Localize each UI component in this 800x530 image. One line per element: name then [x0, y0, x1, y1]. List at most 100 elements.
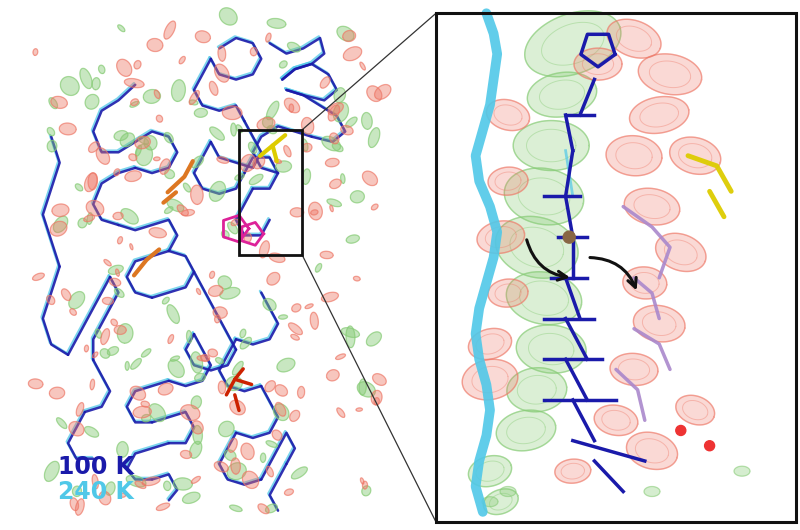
- Polygon shape: [101, 329, 110, 345]
- Polygon shape: [135, 481, 146, 489]
- Polygon shape: [630, 96, 689, 134]
- Polygon shape: [167, 305, 179, 323]
- Polygon shape: [270, 253, 285, 262]
- Polygon shape: [102, 297, 114, 305]
- Polygon shape: [210, 271, 214, 278]
- Polygon shape: [309, 202, 322, 220]
- Polygon shape: [574, 48, 622, 80]
- Polygon shape: [607, 19, 661, 58]
- Polygon shape: [183, 183, 190, 192]
- Polygon shape: [50, 387, 65, 399]
- Polygon shape: [606, 136, 662, 176]
- Polygon shape: [274, 404, 289, 420]
- Polygon shape: [267, 126, 277, 134]
- Polygon shape: [514, 120, 589, 171]
- Polygon shape: [107, 347, 118, 355]
- Polygon shape: [507, 368, 566, 412]
- Polygon shape: [302, 118, 314, 134]
- Polygon shape: [266, 441, 278, 447]
- Polygon shape: [142, 349, 151, 357]
- Polygon shape: [322, 136, 341, 151]
- Polygon shape: [360, 478, 364, 484]
- Polygon shape: [231, 458, 240, 474]
- Polygon shape: [208, 349, 218, 357]
- Polygon shape: [257, 118, 275, 130]
- Polygon shape: [33, 273, 44, 280]
- Polygon shape: [289, 323, 302, 334]
- Polygon shape: [341, 174, 345, 183]
- Polygon shape: [52, 204, 69, 217]
- Polygon shape: [279, 61, 287, 68]
- Polygon shape: [289, 104, 294, 112]
- Polygon shape: [124, 78, 144, 88]
- Polygon shape: [555, 459, 590, 483]
- Polygon shape: [46, 295, 54, 304]
- Polygon shape: [488, 279, 528, 307]
- Polygon shape: [218, 421, 234, 437]
- Polygon shape: [214, 64, 229, 82]
- Polygon shape: [275, 402, 286, 416]
- Polygon shape: [125, 171, 142, 181]
- Polygon shape: [92, 474, 98, 489]
- Polygon shape: [488, 167, 528, 195]
- Polygon shape: [218, 46, 226, 61]
- Polygon shape: [290, 208, 304, 217]
- Polygon shape: [371, 204, 378, 210]
- Polygon shape: [120, 133, 134, 147]
- Polygon shape: [638, 54, 702, 95]
- Polygon shape: [86, 200, 104, 216]
- Polygon shape: [226, 376, 242, 391]
- Polygon shape: [133, 407, 151, 418]
- Polygon shape: [210, 127, 224, 140]
- Polygon shape: [210, 81, 218, 95]
- Polygon shape: [125, 361, 130, 370]
- Polygon shape: [186, 331, 192, 343]
- Polygon shape: [362, 486, 371, 496]
- Polygon shape: [118, 493, 126, 497]
- Polygon shape: [210, 181, 226, 201]
- Polygon shape: [162, 297, 170, 304]
- Polygon shape: [191, 476, 200, 483]
- Polygon shape: [350, 191, 364, 203]
- Polygon shape: [360, 62, 366, 70]
- Polygon shape: [253, 156, 265, 169]
- Polygon shape: [209, 286, 223, 296]
- Polygon shape: [164, 481, 170, 491]
- Polygon shape: [164, 21, 175, 39]
- Polygon shape: [142, 414, 151, 422]
- Polygon shape: [266, 33, 271, 42]
- Polygon shape: [194, 108, 207, 117]
- Polygon shape: [275, 385, 287, 396]
- Polygon shape: [118, 324, 133, 343]
- Polygon shape: [174, 478, 192, 490]
- Polygon shape: [214, 315, 220, 323]
- Polygon shape: [262, 117, 273, 128]
- Polygon shape: [469, 456, 511, 487]
- Polygon shape: [106, 482, 115, 495]
- Text: 100 K: 100 K: [58, 455, 134, 480]
- Polygon shape: [114, 130, 128, 140]
- Polygon shape: [341, 126, 353, 135]
- Polygon shape: [362, 481, 367, 489]
- Polygon shape: [310, 210, 318, 215]
- Polygon shape: [213, 307, 227, 319]
- Polygon shape: [362, 171, 378, 185]
- Polygon shape: [114, 288, 124, 297]
- Polygon shape: [28, 379, 43, 388]
- Polygon shape: [594, 405, 638, 436]
- Polygon shape: [57, 418, 66, 428]
- Polygon shape: [190, 441, 202, 458]
- Polygon shape: [227, 463, 246, 480]
- Polygon shape: [233, 361, 243, 375]
- Polygon shape: [676, 395, 714, 425]
- Polygon shape: [181, 405, 200, 420]
- Polygon shape: [334, 102, 349, 122]
- Polygon shape: [734, 466, 750, 476]
- Polygon shape: [373, 374, 386, 385]
- Polygon shape: [322, 292, 338, 302]
- Polygon shape: [49, 98, 58, 109]
- Polygon shape: [98, 65, 105, 74]
- Bar: [436, 13, 796, 522]
- Polygon shape: [165, 207, 173, 214]
- Polygon shape: [231, 219, 239, 226]
